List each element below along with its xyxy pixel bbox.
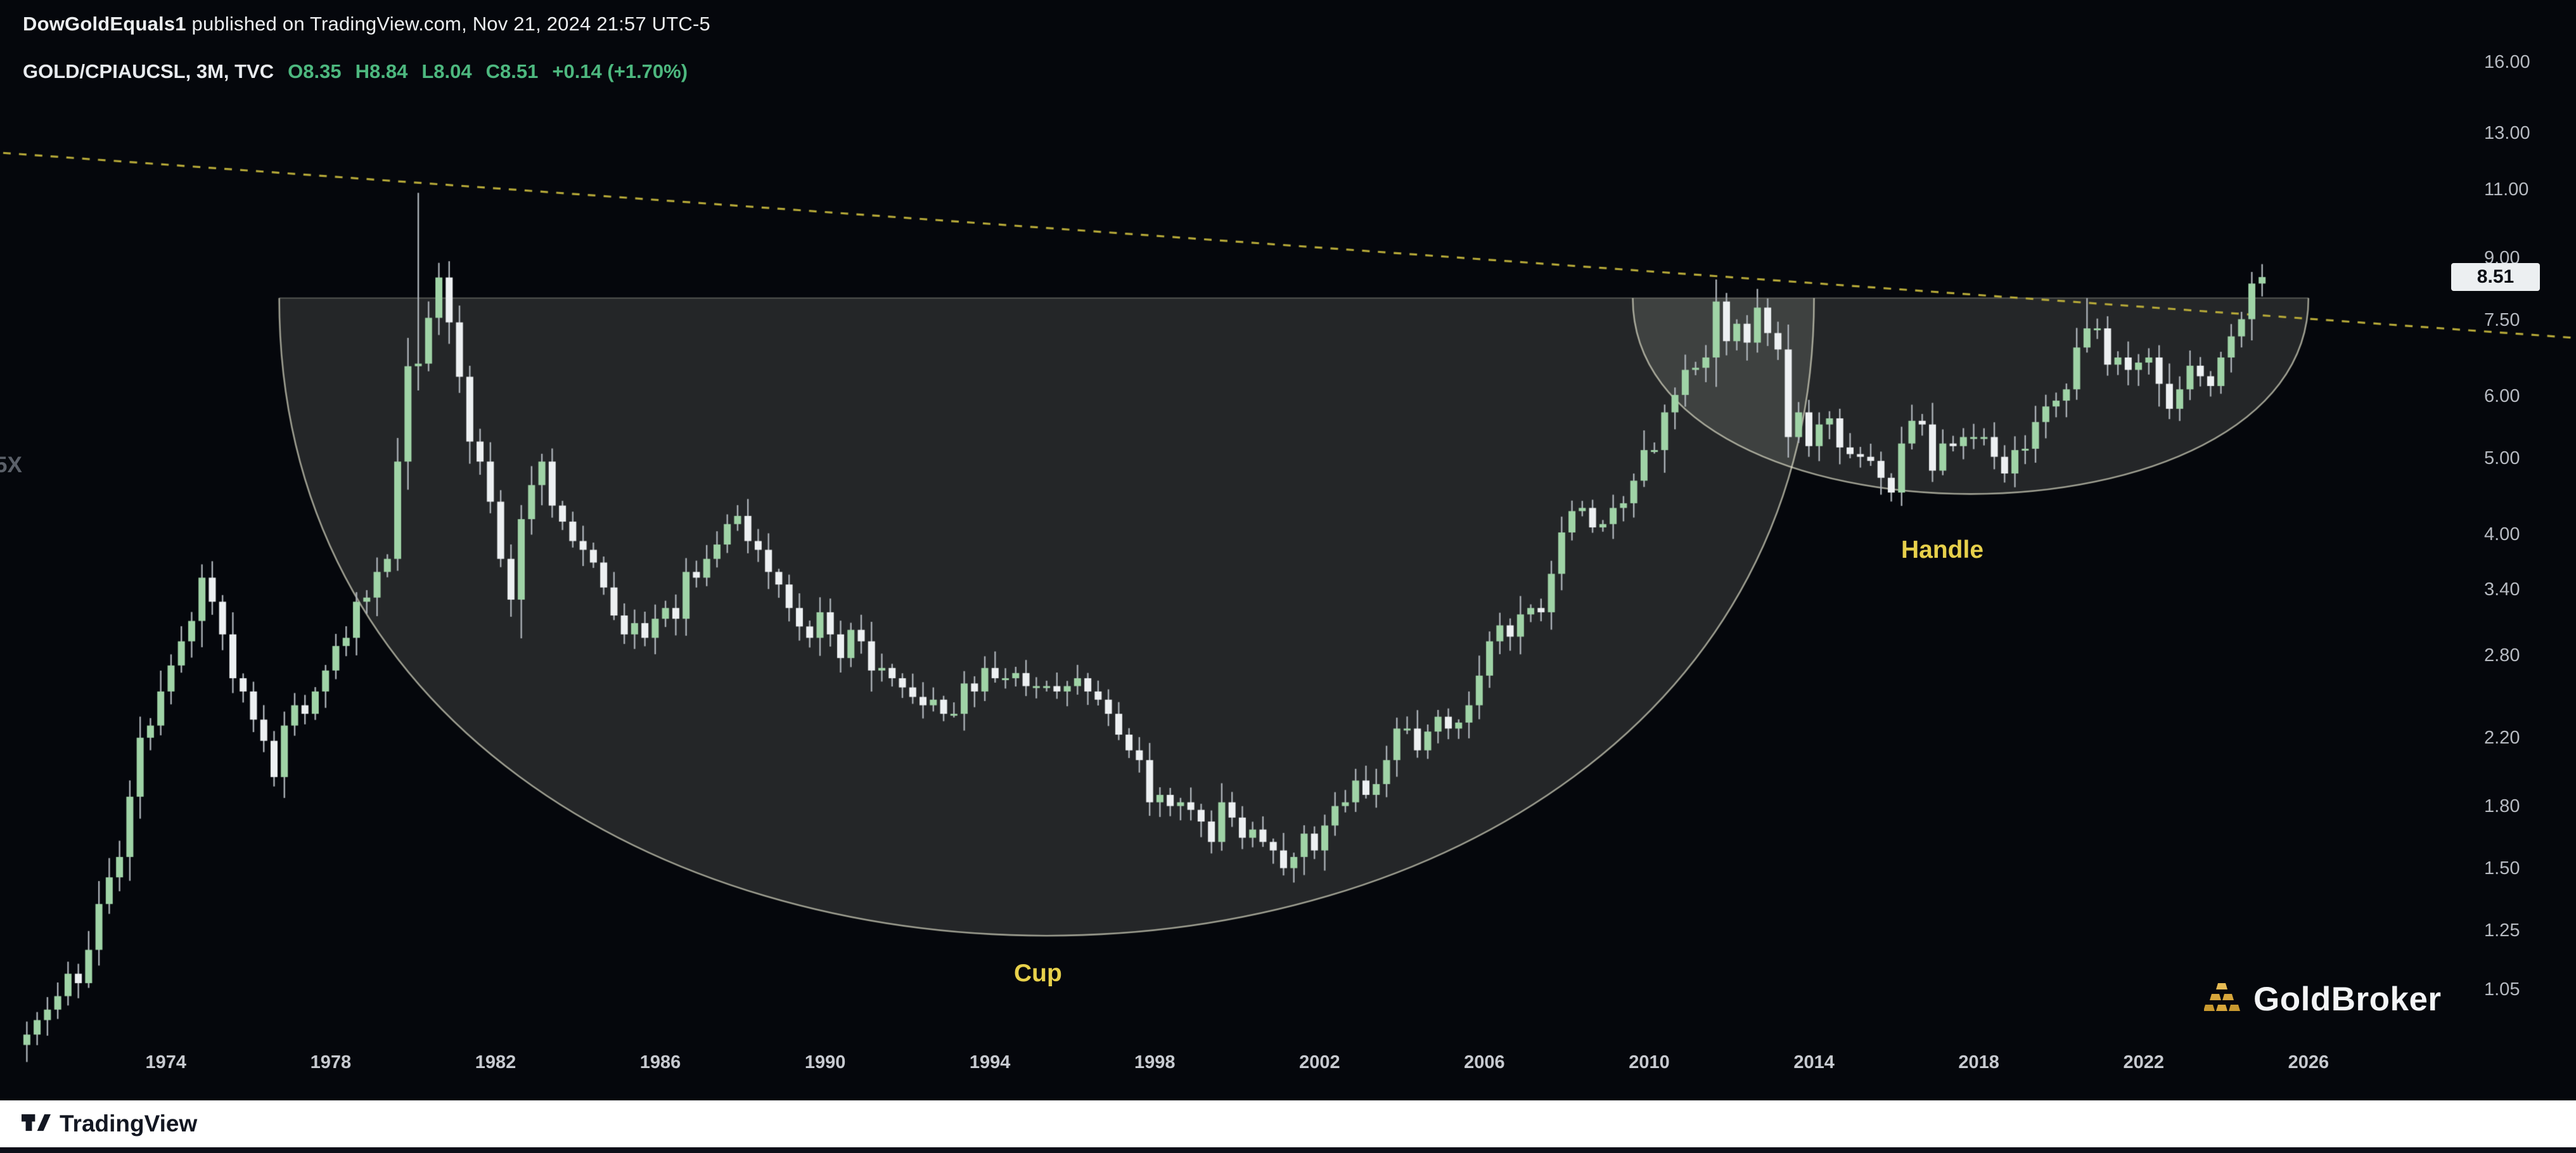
time-tick-label: 1974 — [145, 1052, 187, 1072]
price-tick-label: 3.40 — [2484, 579, 2520, 600]
time-tick-label: 1998 — [1134, 1052, 1176, 1072]
symbol-legend[interactable]: GOLD/CPIAUCSL, 3M, TVC O8.35 H8.84 L8.04… — [23, 60, 688, 83]
price-tick-label: 1.05 — [2484, 979, 2520, 1000]
price-tick-label: 7.50 — [2484, 309, 2520, 330]
price-tick-label: 1.25 — [2484, 920, 2520, 941]
price-tick-label: 2.20 — [2484, 727, 2520, 748]
symbol-title[interactable]: GOLD/CPIAUCSL, 3M, TVC — [23, 60, 274, 82]
price-axis[interactable]: 16.00 13.00 11.00 9.00 7.50 6.00 5.00 4.00 3.40 2… — [2459, 0, 2576, 1100]
time-tick-label: 2026 — [2288, 1052, 2329, 1072]
time-tick-label: 2010 — [1629, 1052, 1670, 1072]
tradingview-logo-icon — [22, 1110, 51, 1138]
legend-low-value: L8.04 — [421, 60, 472, 82]
last-price-badge: 8.51 — [2451, 263, 2540, 292]
attribution-username[interactable]: DowGoldEquals1 — [23, 13, 186, 35]
goldbroker-watermark: GoldBroker — [2203, 980, 2442, 1019]
time-tick-label: 1990 — [804, 1052, 846, 1072]
left-edge-note: 5X — [0, 453, 22, 477]
bottom-border — [0, 1147, 2576, 1153]
time-tick-label: 2014 — [1793, 1052, 1835, 1072]
price-tick-label: 13.00 — [2484, 122, 2530, 143]
time-tick-label: 2006 — [1464, 1052, 1505, 1072]
price-tick-label: 4.00 — [2484, 524, 2520, 544]
price-tick-label: 1.80 — [2484, 796, 2520, 816]
handle-annotation-label: Handle — [1901, 536, 1984, 564]
attribution: DowGoldEquals1 published on TradingView.… — [23, 13, 710, 35]
bottom-bar: TradingView — [0, 1100, 2576, 1147]
legend-change-value: +0.14 (+1.70%) — [552, 60, 688, 82]
legend-close-value: C8.51 — [485, 60, 539, 82]
goldbroker-logo-icon — [2203, 982, 2242, 1016]
legend-high-value: H8.84 — [355, 60, 408, 82]
goldbroker-wordmark: GoldBroker — [2253, 981, 2442, 1018]
tradingview-logo[interactable]: TradingView — [22, 1110, 197, 1138]
cup-annotation-label: Cup — [1014, 960, 1062, 987]
price-tick-label: 5.00 — [2484, 448, 2520, 468]
time-tick-label: 1978 — [310, 1052, 352, 1072]
tradingview-wordmark: TradingView — [60, 1111, 198, 1137]
price-tick-label: 2.80 — [2484, 645, 2520, 666]
time-axis[interactable]: 1974 1978 1982 1986 1990 1994 1998 2002 2006 2010… — [0, 1045, 2459, 1089]
time-tick-label: 2002 — [1299, 1052, 1340, 1072]
time-tick-label: 1994 — [969, 1052, 1011, 1072]
legend-open-value: O8.35 — [288, 60, 342, 82]
time-tick-label: 2018 — [1958, 1052, 1999, 1072]
time-tick-label: 1982 — [475, 1052, 516, 1072]
time-tick-label: 1986 — [639, 1052, 681, 1072]
time-tick-label: 2022 — [2123, 1052, 2164, 1072]
price-tick-label: 16.00 — [2484, 51, 2530, 72]
attribution-text: published on TradingView.com, Nov 21, 20… — [191, 13, 710, 35]
price-tick-label: 11.00 — [2484, 179, 2529, 200]
price-tick-label: 1.50 — [2484, 858, 2520, 879]
price-tick-label: 6.00 — [2484, 385, 2520, 406]
